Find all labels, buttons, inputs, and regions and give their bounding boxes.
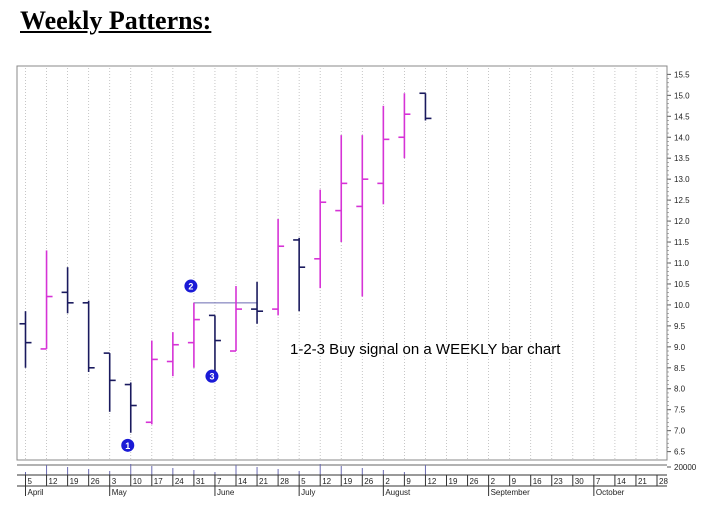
ohlc-bar bbox=[377, 105, 390, 205]
ohlc-bar bbox=[40, 250, 53, 350]
x-tick-label: 14 bbox=[238, 477, 247, 486]
ohlc-bar bbox=[187, 302, 200, 368]
ohlc-bar bbox=[166, 332, 179, 377]
x-tick-label: 2 bbox=[491, 477, 496, 486]
x-tick-label: 24 bbox=[175, 477, 184, 486]
ohlc-bar bbox=[230, 286, 242, 352]
x-tick-label: 21 bbox=[259, 477, 268, 486]
x-tick-label: 3 bbox=[112, 477, 117, 486]
ohlc-bar bbox=[419, 92, 432, 121]
month-label: July bbox=[301, 488, 315, 497]
x-tick-label: 19 bbox=[70, 477, 79, 486]
page-title: Weekly Patterns: bbox=[20, 6, 212, 35]
ohlc-bar bbox=[103, 352, 116, 412]
x-tick-label: 26 bbox=[91, 477, 100, 486]
y-tick-label: 10.5 bbox=[674, 280, 690, 289]
month-label: May bbox=[112, 488, 127, 497]
x-tick-label: 16 bbox=[533, 477, 542, 486]
volume-label: 20000 bbox=[674, 463, 697, 472]
grid-lines bbox=[25, 68, 658, 460]
x-tick-label: 17 bbox=[154, 477, 163, 486]
ohlc-bar bbox=[272, 218, 285, 316]
marker-circle bbox=[121, 438, 135, 452]
x-tick-label: 12 bbox=[49, 477, 58, 486]
y-tick-label: 6.5 bbox=[674, 448, 686, 457]
x-tick-label: 26 bbox=[470, 477, 479, 486]
signal-marker: 3 bbox=[205, 369, 219, 383]
x-tick-label: 14 bbox=[617, 477, 626, 486]
marker-label: 1 bbox=[125, 441, 130, 451]
signal-marker: 2 bbox=[184, 279, 198, 293]
ohlc-bar bbox=[314, 189, 327, 289]
volume-pane: 20000 bbox=[17, 463, 697, 475]
y-tick-label: 8.5 bbox=[674, 364, 686, 373]
marker-circle bbox=[205, 369, 219, 383]
x-tick-label: 9 bbox=[406, 477, 411, 486]
x-tick-label: 5 bbox=[28, 477, 33, 486]
y-tick-label: 9.0 bbox=[674, 343, 686, 352]
y-tick-label: 14.0 bbox=[674, 133, 690, 142]
y-tick-label: 10.0 bbox=[674, 301, 690, 310]
marker-circle bbox=[184, 279, 198, 293]
y-axis: 6.5 7.0 7.5 8.0 8.5 9.0 9.5 10.0 10.5 11.0 11.5 12.… bbox=[667, 70, 690, 457]
plot-area bbox=[16, 65, 668, 461]
y-tick-label: 9.5 bbox=[674, 322, 686, 331]
x-tick-label: 19 bbox=[449, 477, 458, 486]
marker-label: 2 bbox=[188, 282, 193, 292]
ohlc-bar bbox=[251, 281, 264, 324]
x-tick-label: 7 bbox=[217, 477, 222, 486]
x-tick-label: 10 bbox=[133, 477, 142, 486]
y-tick-label: 7.5 bbox=[674, 406, 686, 415]
x-tick-label: 30 bbox=[575, 477, 584, 486]
month-label: October bbox=[596, 488, 625, 497]
y-tick-label: 14.5 bbox=[674, 112, 690, 121]
x-tick-label: 23 bbox=[554, 477, 563, 486]
x-tick-label: 12 bbox=[322, 477, 331, 486]
y-tick-label: 7.0 bbox=[674, 427, 686, 436]
ohlc-bar bbox=[61, 267, 74, 314]
x-tick-label: 2 bbox=[385, 477, 390, 486]
y-tick-label: 11.5 bbox=[674, 238, 690, 247]
x-tick-label: 31 bbox=[196, 477, 205, 486]
signal-marker: 1 bbox=[121, 438, 135, 452]
y-tick-label: 13.5 bbox=[674, 154, 690, 163]
signal-markers: 1 2 3 bbox=[121, 279, 219, 452]
marker-label: 3 bbox=[209, 372, 214, 382]
x-tick-label: 21 bbox=[638, 477, 647, 486]
ohlc-bar bbox=[82, 300, 95, 372]
ohlc-bar bbox=[145, 340, 158, 425]
y-tick-label: 12.5 bbox=[674, 196, 690, 205]
ohlc-bar bbox=[335, 135, 348, 243]
x-axis: 5 12 19 26 3 10 17 24 31 7 14 21 28 5 12 19 26 2 9 12 19 26 2 9… bbox=[17, 474, 668, 497]
y-tick-label: 11.0 bbox=[674, 259, 690, 268]
ohlc-bar bbox=[19, 311, 32, 368]
y-tick-label: 13.0 bbox=[674, 175, 690, 184]
ohlc-bar bbox=[398, 93, 411, 159]
ohlc-bar bbox=[124, 382, 137, 433]
ohlc-bar bbox=[293, 237, 306, 312]
x-tick-label: 5 bbox=[301, 477, 306, 486]
x-tick-label: 7 bbox=[596, 477, 601, 486]
y-tick-label: 12.0 bbox=[674, 217, 690, 226]
x-tick-label: 26 bbox=[364, 477, 373, 486]
y-tick-label: 8.0 bbox=[674, 385, 686, 394]
x-tick-label: 28 bbox=[280, 477, 289, 486]
y-tick-label: 15.5 bbox=[674, 70, 690, 79]
x-tick-label: 28 bbox=[659, 477, 668, 486]
y-tick-label: 15.0 bbox=[674, 91, 690, 100]
ohlc-bar bbox=[356, 135, 369, 297]
month-label: June bbox=[217, 488, 235, 497]
x-tick-label: 9 bbox=[512, 477, 517, 486]
chart-annotation: 1-2-3 Buy signal on a WEEKLY bar chart bbox=[290, 341, 561, 358]
price-bars bbox=[19, 92, 432, 433]
ohlc-bar bbox=[208, 314, 221, 372]
month-label: April bbox=[28, 488, 44, 497]
x-tick-label: 12 bbox=[427, 477, 436, 486]
month-label: August bbox=[385, 488, 411, 497]
x-tick-label: 19 bbox=[343, 477, 352, 486]
month-label: September bbox=[491, 488, 530, 497]
